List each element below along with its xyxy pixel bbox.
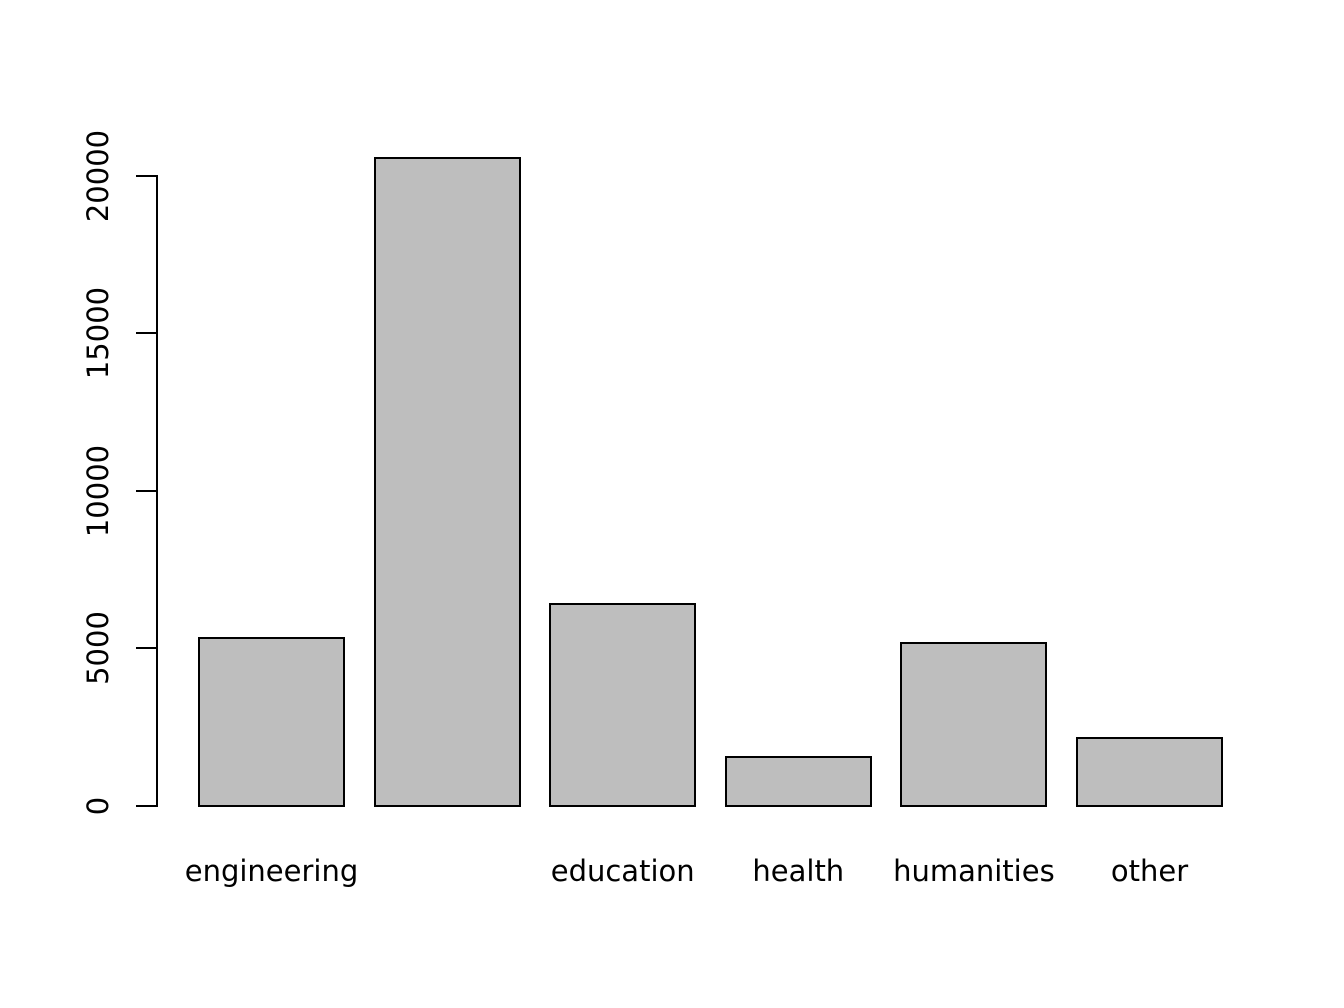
y-axis-tick <box>136 174 157 177</box>
bar <box>1076 736 1223 807</box>
bar <box>198 637 345 807</box>
x-axis-label: education <box>550 854 695 888</box>
x-axis-label: humanities <box>893 854 1055 888</box>
x-axis-label: health <box>752 854 845 888</box>
x-axis-label: engineering <box>184 854 359 888</box>
bar <box>724 755 872 807</box>
x-axis-label: other <box>1110 854 1189 888</box>
y-axis-tick <box>136 489 157 492</box>
y-axis-line <box>156 174 158 807</box>
bar <box>549 602 697 807</box>
y-axis-tick <box>136 647 157 650</box>
y-tick-label: 20000 <box>81 129 115 222</box>
y-axis-tick <box>136 332 157 335</box>
y-axis-tick <box>136 805 157 807</box>
bar <box>900 642 1048 807</box>
bar <box>373 156 521 807</box>
